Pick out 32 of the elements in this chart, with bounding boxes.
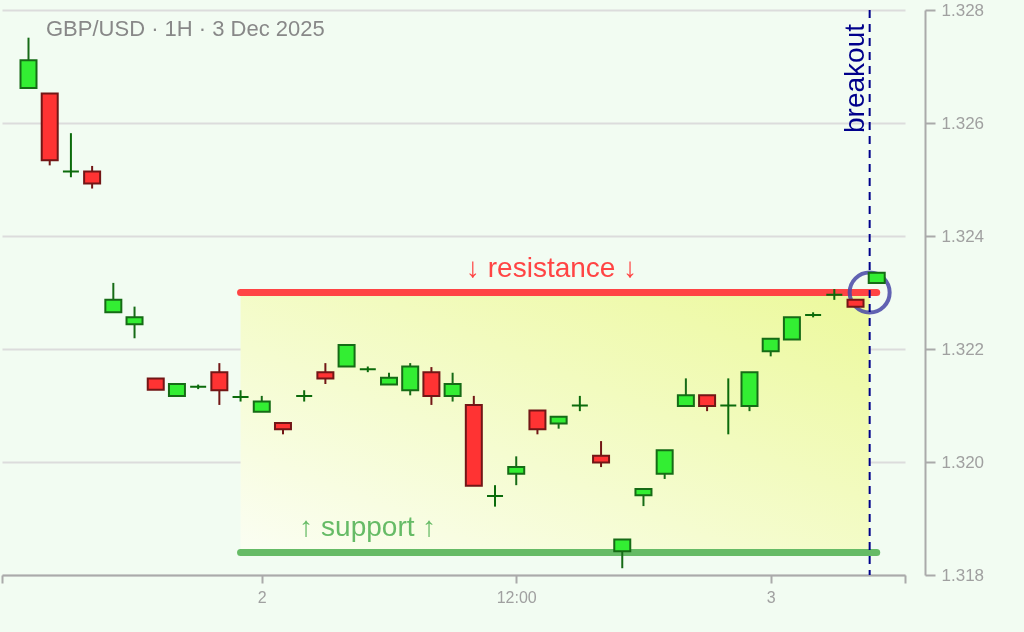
candlestick [316,362,335,386]
y-tick-label: 1.328 [941,0,985,20]
candlestick [782,316,801,341]
x-tick-label: 3 [766,588,776,606]
candlestick [210,362,229,406]
x-tick-label: 2 [257,588,267,606]
candlestick [337,344,356,368]
chart-title: GBP/USD · 1H · 3 Dec 2025 [46,16,325,41]
x-tick-label: 12:00 [496,588,537,606]
y-tick-label: 1.322 [941,339,985,359]
y-tick-label: 1.320 [941,452,985,472]
candlestick [528,409,547,436]
ref-line-label: breakout [838,23,870,133]
candlestick [719,377,738,436]
candlestick [676,377,695,408]
candlestick [61,132,80,179]
candlestick [486,484,505,508]
candlestick [422,366,441,406]
candlestick [83,164,102,190]
y-tick-label: 1.326 [941,113,985,133]
candlestick [401,362,420,397]
candlestick [592,440,611,469]
annotation: ↓ resistance ↓ [465,251,638,283]
y-tick-label: 1.318 [941,565,985,585]
y-tick-label: 1.324 [941,226,985,246]
candlestick [104,281,123,314]
annotation: ↑ support ↑ [299,511,437,543]
candlestick [443,371,462,403]
candlestick [125,305,144,340]
candlestick [655,449,674,480]
candlestick [507,455,526,487]
candlestick [613,538,632,570]
